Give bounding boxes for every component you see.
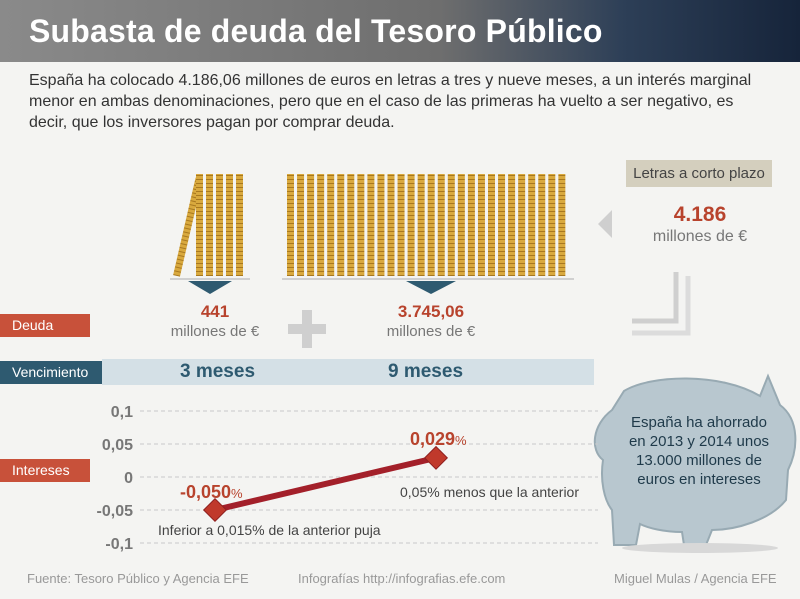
y-tick-label: 0,1 <box>111 404 133 421</box>
debt-9-months-value: 3.745,06 <box>397 302 465 321</box>
chart-annotation: 0,05% menos que la anterior <box>400 484 579 500</box>
coins-3-months <box>173 174 243 277</box>
header-bar: Subasta de deuda del Tesoro Público <box>0 0 800 62</box>
short-term-label: Letras a corto plazo <box>626 160 772 187</box>
bracket-inner-icon <box>632 276 691 336</box>
debt-3-months-unit: millones de € <box>170 323 260 340</box>
footer-author: Miguel Mulas / Agencia EFE <box>614 571 777 586</box>
pointer-3-months <box>188 281 232 294</box>
y-tick-label: -0,1 <box>105 536 133 553</box>
footer-source: Fuente: Tesoro Público y Agencia EFE <box>27 571 249 586</box>
maturity-band <box>102 359 594 385</box>
debt-9-months: 3.745,06 millones de € <box>366 302 496 341</box>
short-term-total-value: 4.186 <box>673 203 727 226</box>
footer-web[interactable]: Infografías http://infografias.efe.com <box>298 571 506 586</box>
y-tick-label: 0 <box>124 470 133 487</box>
y-tick-label: 0,05 <box>102 437 133 454</box>
debt-3-months: 441 millones de € <box>160 302 270 341</box>
label-deuda: Deuda <box>0 314 90 337</box>
debt-9-months-unit: millones de € <box>386 323 476 340</box>
intro-text: España ha colocado 4.186,06 millones de … <box>29 72 752 131</box>
data-point-marker <box>423 445 449 470</box>
data-point-marker <box>202 497 228 523</box>
plus-icon <box>288 310 326 348</box>
coin-stacks-illustration <box>170 174 574 294</box>
y-tick-label: -0,05 <box>97 503 134 520</box>
series-line <box>212 454 439 513</box>
short-term-total-unit: millones de € <box>652 228 748 245</box>
page-title: Subasta de deuda del Tesoro Público <box>29 13 603 49</box>
debt-3-months-value: 441 <box>200 302 230 321</box>
label-vencimiento: Vencimiento <box>0 361 102 384</box>
label-intereses: Intereses <box>0 459 90 482</box>
piggy-bank-icon <box>593 373 797 553</box>
coins-9-months <box>287 174 566 276</box>
data-value-label: -0,050% <box>180 482 243 502</box>
savings-note: España ha ahorrado en 2013 y 2014 unos 1… <box>628 414 770 488</box>
pointer-9-months <box>406 281 456 294</box>
arrow-left-icon <box>598 210 612 238</box>
chart-annotation: Inferior a 0,015% de la anterior puja <box>158 522 381 538</box>
bracket-outer-icon <box>632 272 679 324</box>
data-value-label: 0,029% <box>410 429 467 449</box>
maturity-3-months: 3 meses <box>180 361 256 382</box>
maturity-9-months: 9 meses <box>388 361 464 382</box>
short-term-total: 4.186 millones de € <box>630 203 770 246</box>
